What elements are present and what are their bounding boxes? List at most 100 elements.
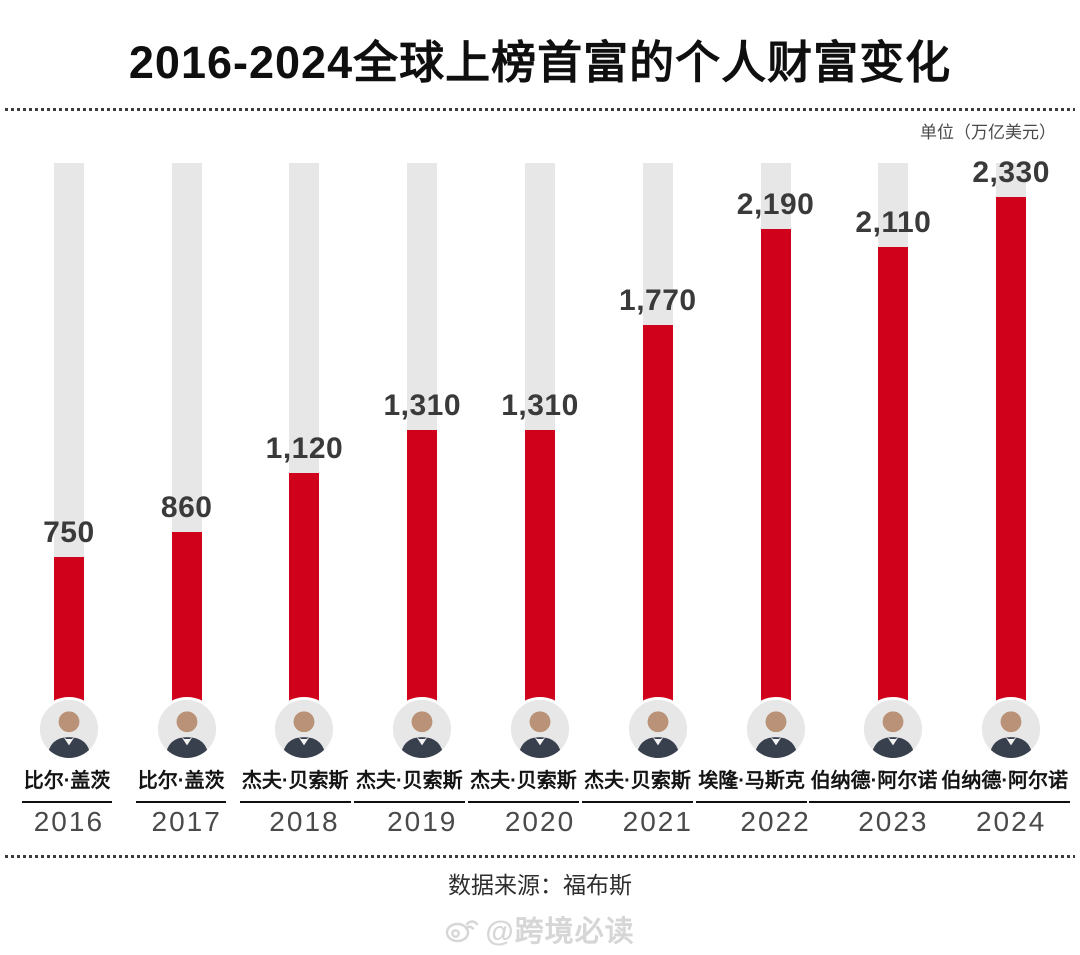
person-avatar <box>743 697 808 761</box>
bar-column-2020: 1,310 <box>481 163 599 728</box>
bar-column-2019: 1,310 <box>363 163 481 728</box>
year-cell: 2024 <box>952 806 1070 838</box>
name-cell: 伯纳德·阿尔诺 <box>939 764 1070 803</box>
year-cell: 2022 <box>717 806 835 838</box>
bar-fill <box>407 430 438 728</box>
bar-column-2016: 750 <box>10 163 128 728</box>
person-avatar <box>390 697 455 761</box>
person-photo <box>628 700 687 758</box>
name-cell: 比尔·盖茨 <box>10 764 124 803</box>
person-photo <box>393 700 452 758</box>
bar-value-label: 1,120 <box>265 432 344 465</box>
person-photo <box>982 700 1041 758</box>
year-label: 2022 <box>740 806 811 837</box>
name-cell: 伯纳德·阿尔诺 <box>808 764 940 803</box>
avatar-cell <box>363 697 481 763</box>
avatar-cell <box>246 697 364 763</box>
year-cell: 2023 <box>834 806 952 838</box>
person-avatar <box>625 697 690 761</box>
name-cell: 埃隆·马斯克 <box>695 764 809 803</box>
year-label: 2024 <box>975 806 1047 837</box>
page-title: 2016-2024全球上榜首富的个人财富变化 <box>128 37 952 88</box>
person-avatar <box>979 697 1044 761</box>
year-cell: 2016 <box>10 806 128 838</box>
watermark-text: @跨境必读 <box>485 916 635 948</box>
avatar-cell <box>10 697 128 763</box>
bar-value-label: 2,190 <box>736 188 815 221</box>
data-source-note: 数据来源：福布斯 <box>448 872 632 898</box>
divider-bottom <box>5 855 1075 858</box>
bar-column-2023: 2,110 <box>834 163 952 728</box>
avatar-cell <box>834 697 952 763</box>
person-name: 杰夫·贝索斯 <box>239 764 351 803</box>
bar-value-label: 750 <box>43 516 95 549</box>
weibo-icon <box>445 915 479 943</box>
name-cell: 杰夫·贝索斯 <box>238 764 352 803</box>
avatar-row <box>10 697 1070 763</box>
year-label: 2016 <box>33 806 105 837</box>
year-cell: 2019 <box>363 806 481 838</box>
year-label: 2023 <box>858 806 929 837</box>
name-cell: 杰夫·贝索斯 <box>352 764 466 803</box>
bar-column-2017: 860 <box>128 163 246 728</box>
bar-fill <box>878 247 909 728</box>
person-name: 伯纳德·阿尔诺 <box>808 764 940 803</box>
bar-value-label: 2,330 <box>972 156 1050 189</box>
avatar-cell <box>481 697 599 763</box>
year-label: 2021 <box>622 806 693 837</box>
person-name: 杰夫·贝索斯 <box>353 764 465 803</box>
bar-value-label: 1,310 <box>501 389 579 422</box>
year-label: 2019 <box>387 806 458 837</box>
person-name: 比尔·盖茨 <box>135 764 227 803</box>
bar-value-label: 1,770 <box>619 284 697 317</box>
person-photo <box>511 700 570 758</box>
bar-column-2022: 2,190 <box>717 163 835 728</box>
person-photo <box>275 700 334 758</box>
person-avatar <box>272 697 337 761</box>
person-avatar <box>861 697 926 761</box>
avatar-cell <box>717 697 835 763</box>
person-name: 杰夫·贝索斯 <box>582 764 693 803</box>
bar-value-label: 1,310 <box>383 389 462 422</box>
divider-top <box>5 108 1075 111</box>
bar-value-label: 2,110 <box>855 206 932 239</box>
bar-fill <box>642 325 673 728</box>
year-cell: 2020 <box>481 806 599 838</box>
bar-column-2024: 2,330 <box>952 156 1070 728</box>
avatar-cell <box>952 697 1070 763</box>
year-label: 2017 <box>151 806 222 837</box>
name-cell: 杰夫·贝索斯 <box>580 764 694 803</box>
person-name: 伯纳德·阿尔诺 <box>939 764 1070 803</box>
person-photo <box>864 700 923 758</box>
avatar-cell <box>599 697 717 763</box>
person-photo <box>39 700 98 758</box>
bar-fill <box>525 430 556 728</box>
year-label: 2018 <box>269 806 340 837</box>
person-name: 比尔·盖茨 <box>21 764 113 803</box>
name-cell: 杰夫·贝索斯 <box>466 764 580 803</box>
watermark: @跨境必读 <box>0 908 1080 950</box>
person-avatar <box>36 697 101 761</box>
bar-fill <box>760 229 791 728</box>
bar-value-label: 860 <box>160 491 213 524</box>
person-photo <box>157 700 216 758</box>
year-cell: 2017 <box>128 806 246 838</box>
bar-column-2021: 1,770 <box>599 163 717 728</box>
name-cell: 比尔·盖茨 <box>124 764 238 803</box>
person-photo <box>746 700 805 758</box>
bar-fill <box>171 532 202 728</box>
person-avatar <box>508 697 573 761</box>
person-name: 杰夫·贝索斯 <box>468 764 579 803</box>
bar-fill <box>289 473 320 728</box>
avatar-cell <box>128 697 246 763</box>
bar-chart: 750 860 1,120 1,310 1,310 1,770 2,190 2,110 2,33… <box>10 156 1070 728</box>
name-row: 比尔·盖茨 比尔·盖茨 杰夫·贝索斯 杰夫·贝索斯 杰夫·贝索斯 杰夫·贝索斯 埃隆·马斯克… <box>10 764 1070 803</box>
bar-column-2018: 1,120 <box>246 163 364 728</box>
year-axis: 2016 2017 2018 2019 2020 2021 2022 2023 2024 <box>10 806 1070 838</box>
year-cell: 2021 <box>599 806 717 838</box>
year-label: 2020 <box>504 806 576 837</box>
year-cell: 2018 <box>246 806 364 838</box>
person-avatar <box>154 697 219 761</box>
unit-note: 单位（万亿美元） <box>920 123 1056 142</box>
